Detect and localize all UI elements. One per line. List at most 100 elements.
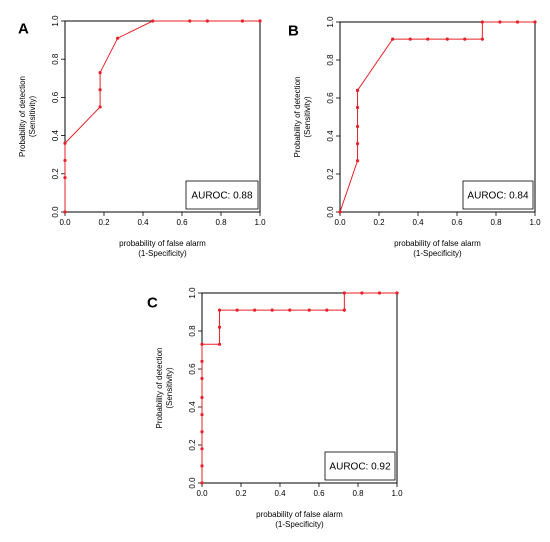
y-axis-label: Probability of detection [293, 77, 302, 158]
y-tick-label: 0.4 [51, 129, 60, 141]
roc-point [188, 19, 191, 22]
y-tick-label: 0.0 [188, 477, 197, 489]
auroc-label: AUROC: 0.84 [467, 191, 529, 202]
roc-point [200, 464, 203, 467]
roc-point [271, 309, 274, 312]
x-tick-label: 0.0 [59, 218, 71, 227]
roc-point [206, 19, 209, 22]
y-axis-sublabel: (Sensitivity) [28, 95, 37, 137]
x-tick-label: 1.0 [529, 218, 541, 227]
x-tick-label: 0.6 [451, 218, 463, 227]
roc-point [391, 38, 394, 41]
roc-point [356, 125, 359, 128]
roc-point [481, 38, 484, 41]
y-tick-label: 0.6 [188, 363, 197, 375]
roc-point [498, 20, 501, 23]
y-tick-label: 0.8 [326, 54, 335, 66]
roc-point [200, 447, 203, 450]
y-tick-label: 0.2 [51, 168, 60, 180]
y-tick-label: 0.6 [51, 91, 60, 103]
auroc-label: AUROC: 0.92 [329, 462, 391, 473]
x-tick-label: 0.6 [176, 218, 188, 227]
x-axis-label: probability of false alarm [394, 239, 481, 248]
roc-point [325, 309, 328, 312]
roc-point [516, 20, 519, 23]
y-axis-label: Probability of detection [155, 348, 164, 429]
roc-point [481, 20, 484, 23]
x-axis-label: probability of false alarm [256, 510, 343, 519]
roc-point [288, 309, 291, 312]
roc-point [63, 210, 66, 213]
x-tick-label: 0.8 [490, 218, 502, 227]
roc-point [343, 291, 346, 294]
roc-point [356, 142, 359, 145]
x-tick-label: 1.0 [254, 218, 266, 227]
roc-point [200, 396, 203, 399]
y-axis-sublabel: (Sensitivity) [303, 96, 312, 138]
x-tick-label: 0.0 [196, 489, 208, 498]
y-tick-label: 0.0 [51, 206, 60, 218]
roc-point [356, 159, 359, 162]
x-tick-label: 0.2 [98, 218, 110, 227]
y-tick-label: 0.0 [326, 206, 335, 218]
x-tick-label: 0.8 [215, 218, 227, 227]
y-tick-label: 1.0 [326, 16, 335, 28]
roc-point [218, 343, 221, 346]
roc-point [99, 71, 102, 74]
roc-point [356, 89, 359, 92]
roc-point [63, 142, 66, 145]
roc-point [360, 291, 363, 294]
roc-point [338, 210, 341, 213]
x-axis-sublabel: (1-Specificity) [275, 520, 324, 529]
roc-panel-b: B 0.0 0.2 0.4 0.6 0.8 1.0 0.0 0.2 0.4 0.6 0.8 1.0 pro… [288, 16, 541, 258]
roc-point [356, 106, 359, 109]
x-tick-label: 0.0 [334, 218, 346, 227]
roc-point [236, 309, 239, 312]
y-tick-label: 0.8 [188, 325, 197, 337]
y-tick-label: 0.6 [326, 92, 335, 104]
roc-point [533, 20, 536, 23]
x-tick-label: 0.8 [352, 489, 364, 498]
x-tick-label: 1.0 [391, 489, 403, 498]
roc-point [409, 38, 412, 41]
roc-point [99, 88, 102, 91]
panel-letter: A [18, 20, 29, 37]
y-axis-label: Probability of detection [18, 76, 27, 157]
roc-point [116, 37, 119, 40]
roc-point [378, 291, 381, 294]
roc-point [63, 176, 66, 179]
panel-letter: B [288, 22, 299, 39]
roc-panel-a: A 0.0 0.2 0.4 0.6 0.8 1.0 0.0 0.2 0.4 0.6 0.8 1.0 pro… [18, 15, 266, 258]
roc-point [200, 413, 203, 416]
y-tick-label: 1.0 [51, 15, 60, 27]
y-tick-label: 0.2 [326, 168, 335, 180]
roc-point [253, 309, 256, 312]
roc-point [446, 38, 449, 41]
x-tick-label: 0.4 [274, 489, 286, 498]
roc-point [218, 309, 221, 312]
roc-point [463, 38, 466, 41]
auroc-label: AUROC: 0.88 [191, 191, 253, 202]
roc-point [218, 326, 221, 329]
roc-point [200, 430, 203, 433]
y-tick-label: 0.4 [326, 130, 335, 142]
x-axis-sublabel: (1-Specificity) [413, 249, 462, 258]
y-tick-label: 0.8 [51, 53, 60, 65]
x-tick-label: 0.4 [412, 218, 424, 227]
roc-point [200, 377, 203, 380]
y-axis-sublabel: (Sensitivity) [165, 367, 174, 409]
y-tick-label: 1.0 [188, 287, 197, 299]
x-tick-label: 0.2 [235, 489, 247, 498]
roc-point [63, 159, 66, 162]
roc-point [151, 19, 154, 22]
x-tick-label: 0.6 [313, 489, 325, 498]
roc-point [343, 309, 346, 312]
roc-point [99, 105, 102, 108]
roc-point [258, 19, 261, 22]
roc-panel-c: C 0.0 0.2 0.4 0.6 0.8 1.0 0.0 0.2 0.4 0.6 0.8 1.0 pro… [147, 287, 403, 529]
y-tick-label: 0.4 [188, 401, 197, 413]
roc-point [395, 291, 398, 294]
x-tick-label: 0.2 [373, 218, 385, 227]
roc-point [426, 38, 429, 41]
